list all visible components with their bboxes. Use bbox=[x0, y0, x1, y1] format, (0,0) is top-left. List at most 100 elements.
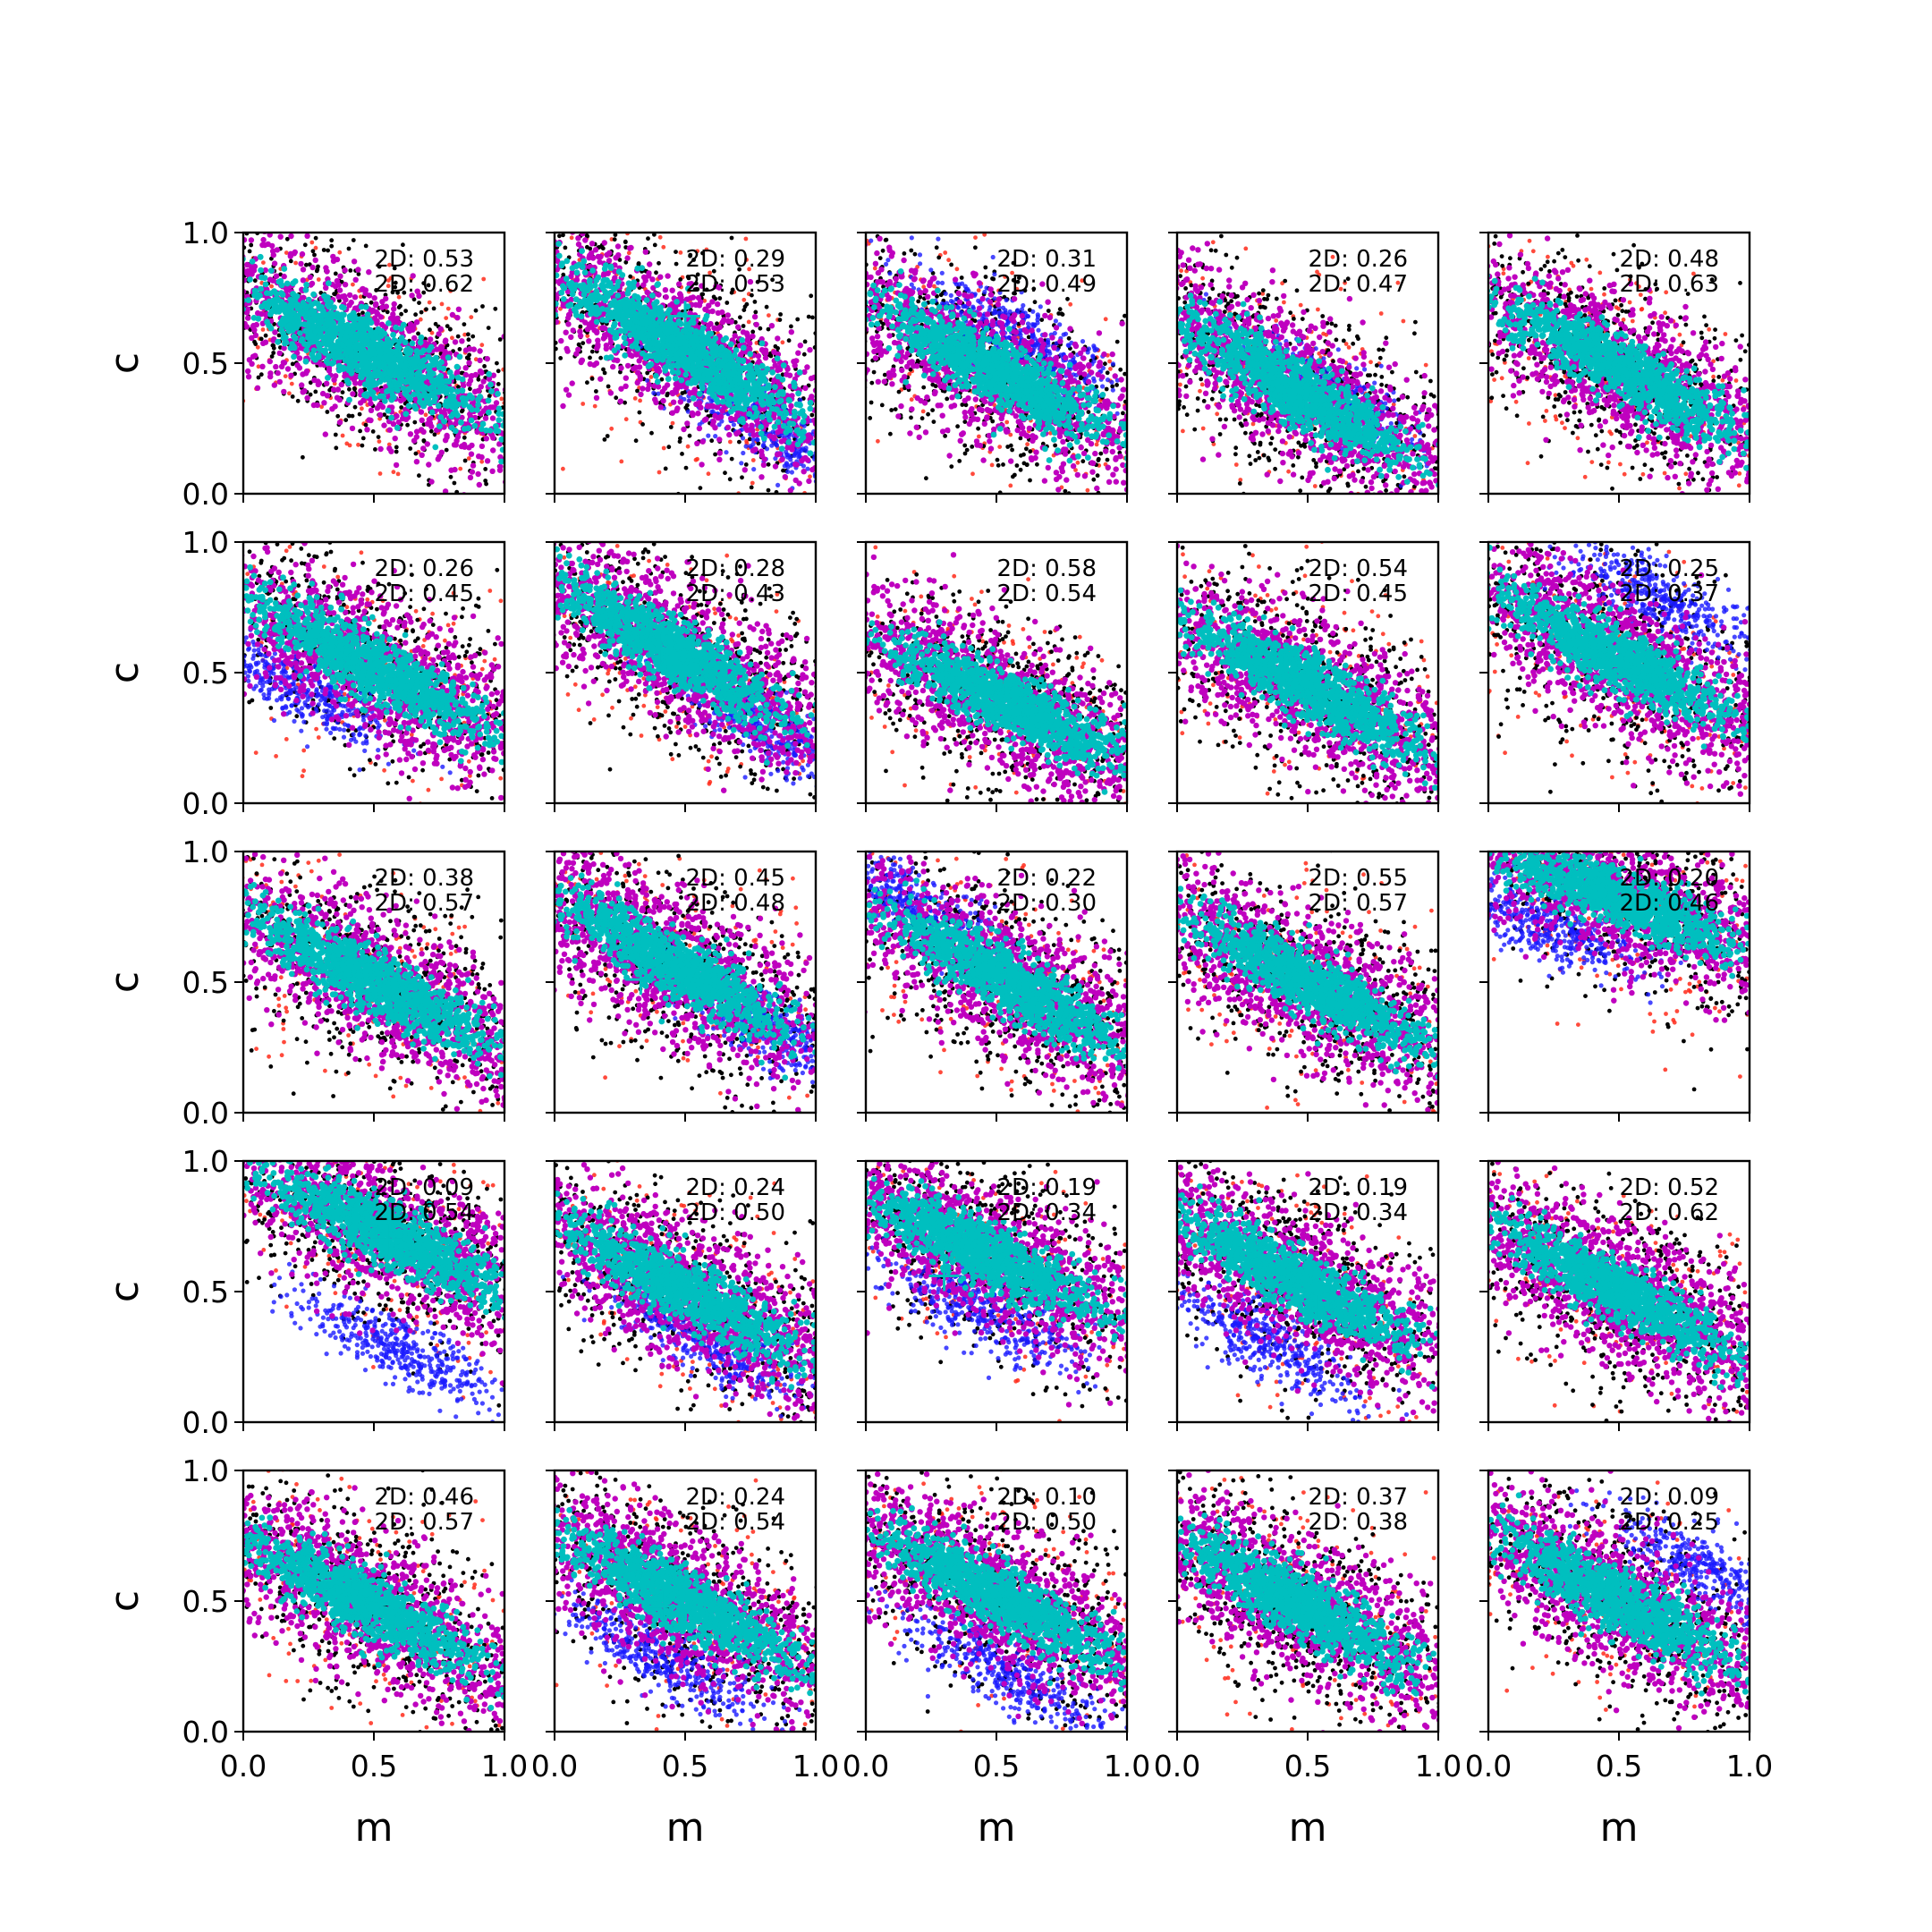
panel-annotation: 2D: 0.48 bbox=[1620, 246, 1719, 273]
y-tick-label: 0.0 bbox=[182, 1096, 229, 1131]
y-tick-label: 0.5 bbox=[182, 1584, 229, 1619]
panel-annotation: 2D: 0.24 bbox=[686, 1174, 785, 1201]
y-tick-label: 0.0 bbox=[182, 477, 229, 512]
panel-annotation: 2D: 0.58 bbox=[997, 555, 1097, 582]
y-tick-label: 1.0 bbox=[182, 525, 229, 560]
x-tick-label: 1.0 bbox=[1726, 1749, 1773, 1784]
x-tick-label: 0.5 bbox=[351, 1749, 397, 1784]
y-tick-label: 0.5 bbox=[182, 346, 229, 381]
panel-annotation: 2D: 0.54 bbox=[1309, 555, 1408, 582]
x-tick-label: 0.0 bbox=[531, 1749, 578, 1784]
panel-annotation: 2D: 0.28 bbox=[686, 555, 785, 582]
panel-annotation: 2D: 0.50 bbox=[997, 1509, 1097, 1536]
scatter-points bbox=[850, 224, 1142, 508]
x-tick-label: 0.0 bbox=[220, 1749, 267, 1784]
y-tick-label: 1.0 bbox=[182, 1453, 229, 1488]
panel-annotation: 2D: 0.25 bbox=[1620, 1509, 1719, 1536]
panel-annotation: 2D: 0.43 bbox=[686, 580, 785, 607]
panel-annotation: 2D: 0.19 bbox=[1309, 1174, 1408, 1201]
panel-annotation: 2D: 0.45 bbox=[375, 580, 474, 607]
y-tick-label: 0.0 bbox=[182, 1405, 229, 1440]
x-axis-label: m bbox=[666, 1805, 705, 1851]
panel-annotation: 2D: 0.62 bbox=[1620, 1199, 1719, 1226]
y-tick-label: 0.5 bbox=[182, 965, 229, 1000]
y-axis-label: c bbox=[102, 971, 148, 993]
x-tick-label: 0.0 bbox=[1154, 1749, 1200, 1784]
panel-annotation: 2D: 0.37 bbox=[1309, 1484, 1408, 1511]
panel-annotation: 2D: 0.63 bbox=[1620, 271, 1719, 298]
panel-annotation: 2D: 0.53 bbox=[375, 246, 474, 273]
y-axis-label: c bbox=[102, 1590, 148, 1612]
panel-annotation: 2D: 0.55 bbox=[1309, 865, 1408, 892]
y-axis-label: c bbox=[102, 662, 148, 683]
x-tick-label: 0.5 bbox=[1596, 1749, 1642, 1784]
y-tick-label: 1.0 bbox=[182, 1144, 229, 1179]
panel-annotation: 2D: 0.38 bbox=[375, 865, 474, 892]
panel-annotation: 2D: 0.22 bbox=[997, 865, 1097, 892]
x-tick-label: 1.0 bbox=[792, 1749, 839, 1784]
panel-annotation: 2D: 0.46 bbox=[1620, 890, 1719, 917]
panel-annotation: 2D: 0.57 bbox=[1309, 890, 1408, 917]
panel-annotation: 2D: 0.24 bbox=[686, 1484, 785, 1511]
panel-annotation: 2D: 0.48 bbox=[686, 890, 785, 917]
x-tick-label: 0.5 bbox=[1284, 1749, 1331, 1784]
x-tick-label: 1.0 bbox=[1415, 1749, 1462, 1784]
panel-annotation: 2D: 0.47 bbox=[1309, 271, 1408, 298]
panel-annotation: 2D: 0.57 bbox=[375, 1509, 474, 1536]
y-axis-label: c bbox=[102, 352, 148, 374]
panel-annotation: 2D: 0.54 bbox=[686, 1509, 785, 1536]
x-axis-label: m bbox=[355, 1805, 394, 1851]
panel-annotation: 2D: 0.20 bbox=[1620, 865, 1719, 892]
panel-annotation: 2D: 0.29 bbox=[686, 246, 785, 273]
y-tick-label: 0.5 bbox=[182, 1275, 229, 1309]
panel-annotation: 2D: 0.57 bbox=[375, 890, 474, 917]
x-axis-label: m bbox=[1600, 1805, 1639, 1851]
panel-annotation: 2D: 0.46 bbox=[375, 1484, 474, 1511]
panel-annotation: 2D: 0.37 bbox=[1620, 580, 1719, 607]
panel-annotation: 2D: 0.34 bbox=[1309, 1199, 1408, 1226]
y-tick-label: 1.0 bbox=[182, 216, 229, 250]
panel-annotation: 2D: 0.50 bbox=[686, 1199, 785, 1226]
panel-annotation: 2D: 0.38 bbox=[1309, 1509, 1408, 1536]
panel-annotation: 2D: 0.45 bbox=[1309, 580, 1408, 607]
x-tick-label: 0.5 bbox=[662, 1749, 708, 1784]
panel-annotation: 2D: 0.62 bbox=[375, 271, 474, 298]
panel-annotation: 2D: 0.25 bbox=[1620, 555, 1719, 582]
panel-annotation: 2D: 0.09 bbox=[375, 1174, 474, 1201]
y-axis-label: c bbox=[102, 1281, 148, 1302]
panel-annotation: 2D: 0.54 bbox=[375, 1199, 474, 1226]
x-tick-label: 0.0 bbox=[843, 1749, 889, 1784]
panel-annotation: 2D: 0.10 bbox=[997, 1484, 1097, 1511]
panel-annotation: 2D: 0.52 bbox=[1620, 1174, 1719, 1201]
x-tick-label: 1.0 bbox=[1104, 1749, 1150, 1784]
scatter-points bbox=[1161, 234, 1453, 509]
y-tick-label: 0.0 bbox=[182, 1715, 229, 1750]
y-tick-label: 1.0 bbox=[182, 835, 229, 869]
panel-annotation: 2D: 0.45 bbox=[686, 865, 785, 892]
panel-annotation: 2D: 0.34 bbox=[997, 1199, 1097, 1226]
